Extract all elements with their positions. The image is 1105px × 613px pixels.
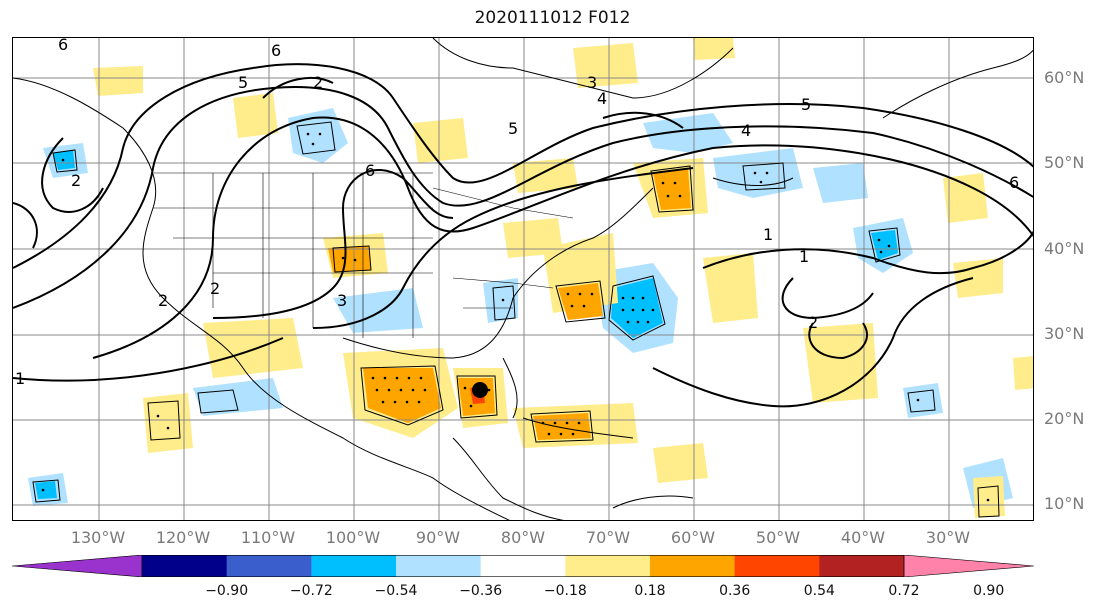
lon-label: 40°W bbox=[840, 528, 886, 547]
lon-label: 50°W bbox=[755, 528, 801, 547]
contour-label: 2 bbox=[210, 279, 220, 298]
contour-label: 3 bbox=[337, 291, 347, 310]
lat-label: 20°N bbox=[1044, 409, 1085, 428]
colorbar-extend-high bbox=[903, 555, 1034, 577]
contour-label: 2 bbox=[313, 73, 323, 92]
contour-label: 4 bbox=[741, 121, 751, 140]
significance-outlines bbox=[32, 121, 1000, 518]
contour-label: 6 bbox=[365, 161, 375, 180]
contour-label: 2 bbox=[158, 291, 168, 310]
colorbar-tick-label: 0.90 bbox=[973, 583, 1005, 599]
colorbar-tick-label: −0.90 bbox=[205, 583, 249, 599]
lat-label: 60°N bbox=[1044, 68, 1085, 87]
colorbar-segment bbox=[650, 555, 736, 577]
lon-label: 130°W bbox=[70, 528, 126, 547]
lon-label: 60°W bbox=[670, 528, 716, 547]
colorbar-tick-label: 0.18 bbox=[634, 583, 666, 599]
colorbar-segment bbox=[565, 555, 651, 577]
colorbar-tick-label: −0.18 bbox=[543, 583, 587, 599]
map-svg: 6 6 5 2 6 2 3 4 5 4 5 6 1 1 2 2 2 3 1 bbox=[13, 38, 1033, 520]
contour-label: 1 bbox=[763, 225, 773, 244]
storm-center-marker bbox=[472, 382, 488, 398]
contour-label: 6 bbox=[1009, 173, 1019, 192]
colorbar-segment bbox=[819, 555, 905, 577]
map-panel[interactable]: 6 6 5 2 6 2 3 4 5 4 5 6 1 1 2 2 2 3 1 bbox=[12, 37, 1034, 521]
colorbar-segment bbox=[142, 555, 228, 577]
colorbar-tick-label: −0.36 bbox=[459, 583, 503, 599]
contour-lines bbox=[13, 63, 1033, 408]
colorbar-tick-label: 0.36 bbox=[719, 583, 751, 599]
colorbar-segment bbox=[480, 555, 566, 577]
stippling bbox=[41, 132, 990, 502]
colorbar-segment bbox=[396, 555, 482, 577]
lon-label: 80°W bbox=[500, 528, 546, 547]
lon-label: 30°W bbox=[925, 528, 971, 547]
lat-label: 50°N bbox=[1044, 153, 1085, 172]
contour-label: 5 bbox=[508, 119, 518, 138]
lat-label: 10°N bbox=[1044, 494, 1085, 513]
contour-label: 2 bbox=[71, 171, 81, 190]
contour-label: 1 bbox=[15, 369, 25, 388]
colorbar-tick-label: 0.54 bbox=[803, 583, 835, 599]
lat-label: 30°N bbox=[1044, 324, 1085, 343]
contour-label: 1 bbox=[799, 247, 809, 266]
lon-label: 90°W bbox=[415, 528, 461, 547]
colorbar-segment bbox=[311, 555, 397, 577]
lon-label: 110°W bbox=[240, 528, 296, 547]
contour-label: 6 bbox=[271, 41, 281, 60]
colorbar-segment bbox=[226, 555, 312, 577]
anomaly-shading bbox=[28, 38, 1033, 518]
contour-label: 6 bbox=[58, 38, 68, 54]
lat-lon-grid bbox=[13, 38, 1033, 520]
colorbar-segments bbox=[12, 555, 1034, 577]
contour-label: 4 bbox=[597, 89, 607, 108]
colorbar-extend-low bbox=[12, 555, 143, 577]
contour-label: 2 bbox=[808, 313, 818, 332]
colorbar-tick-label: −0.54 bbox=[374, 583, 418, 599]
map-title: 2020111012 F012 bbox=[474, 8, 631, 28]
lon-label: 120°W bbox=[155, 528, 211, 547]
contour-label: 5 bbox=[238, 73, 248, 92]
contour-label-layer: 6 6 5 2 6 2 3 4 5 4 5 6 1 1 2 2 2 3 1 bbox=[15, 38, 1019, 388]
contour-label: 3 bbox=[587, 73, 597, 92]
lat-label: 40°N bbox=[1044, 239, 1085, 258]
colorbar-tick-label: 0.72 bbox=[888, 583, 920, 599]
contour-label: 5 bbox=[801, 95, 811, 114]
colorbar-outline bbox=[141, 555, 905, 577]
lon-label: 70°W bbox=[585, 528, 631, 547]
lon-label: 100°W bbox=[325, 528, 381, 547]
coastlines bbox=[13, 38, 1033, 520]
colorbar bbox=[12, 555, 1034, 577]
colorbar-segment bbox=[734, 555, 820, 577]
colorbar-tick-label: −0.72 bbox=[289, 583, 333, 599]
